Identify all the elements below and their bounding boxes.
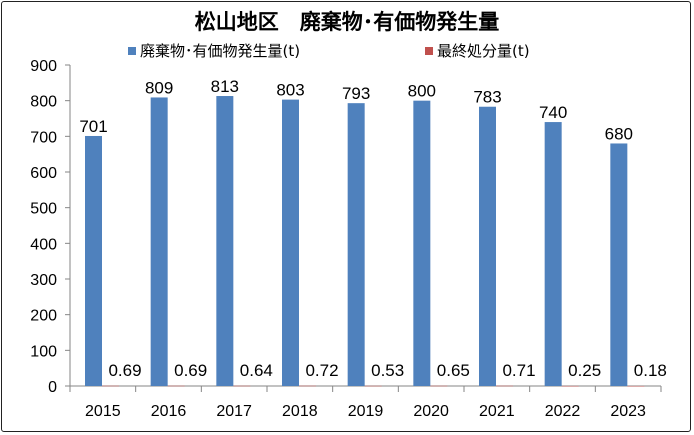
x-tick-label: 2020 — [413, 403, 449, 420]
y-tick-label: 400 — [30, 236, 57, 253]
bar-generation — [544, 122, 562, 387]
legend-item-disposal: 最終処分量(t) — [425, 40, 530, 61]
bar-disposal — [496, 385, 513, 387]
legend-item-generation: 廃棄物･有価物発生量(t) — [128, 40, 300, 61]
x-tick-label: 2018 — [282, 403, 318, 420]
data-label-generation: 813 — [211, 77, 239, 96]
data-label-generation: 680 — [605, 124, 633, 143]
bar-disposal — [233, 385, 251, 387]
legend: 廃棄物･有価物発生量(t) 最終処分量(t) — [0, 40, 694, 60]
bar-generation — [85, 135, 102, 386]
legend-swatch-generation — [128, 46, 136, 55]
y-tick-label: 200 — [30, 308, 57, 325]
data-label-generation: 783 — [473, 88, 501, 107]
legend-label-disposal: 最終処分量(t) — [437, 42, 530, 60]
data-label-generation: 803 — [276, 81, 304, 100]
data-label-generation: 740 — [539, 103, 567, 122]
y-tick-label: 700 — [30, 129, 57, 146]
y-tick-label: 100 — [30, 343, 57, 360]
bar-generation — [216, 96, 234, 386]
y-tick-label: 900 — [30, 58, 57, 75]
bar-disposal — [627, 385, 645, 387]
x-tick-label: 2017 — [216, 403, 252, 420]
y-tick-label: 500 — [30, 201, 57, 218]
x-tick-label: 2015 — [85, 403, 121, 420]
x-tick-label: 2016 — [151, 403, 187, 420]
data-label-disposal: 0.53 — [371, 361, 404, 380]
y-tick-label: 0 — [48, 379, 57, 396]
bar-generation — [347, 103, 365, 386]
data-label-disposal: 0.71 — [502, 361, 535, 380]
bar-generation — [150, 97, 168, 386]
data-label-generation: 701 — [79, 117, 107, 136]
bar-disposal — [299, 385, 316, 387]
chart-title: 松山地区 廃棄物･有価物発生量 — [194, 10, 500, 34]
legend-label-generation: 廃棄物･有価物発生量(t) — [140, 42, 301, 60]
x-tick-label: 2022 — [545, 403, 581, 420]
data-label-disposal: 0.72 — [305, 361, 338, 380]
y-tick-label: 300 — [30, 272, 57, 289]
y-tick-label: 600 — [30, 165, 57, 182]
bar-disposal — [561, 385, 579, 387]
bar-disposal — [364, 385, 382, 387]
data-label-disposal: 0.18 — [634, 361, 667, 380]
bar-disposal — [167, 385, 185, 387]
x-tick-label: 2023 — [610, 403, 646, 420]
bar-generation — [479, 106, 496, 386]
bar-generation — [282, 99, 299, 386]
data-label-generation: 800 — [408, 82, 436, 101]
data-label-disposal: 0.65 — [437, 361, 470, 380]
legend-swatch-disposal — [425, 46, 433, 55]
x-tick-label: 2019 — [348, 403, 384, 420]
data-label-disposal: 0.69 — [108, 361, 141, 380]
bar-generation — [413, 100, 431, 387]
data-label-disposal: 0.64 — [240, 361, 273, 380]
data-label-disposal: 0.69 — [174, 361, 207, 380]
data-label-generation: 793 — [342, 84, 370, 103]
y-tick-label: 800 — [30, 94, 57, 111]
data-label-generation: 809 — [145, 78, 173, 97]
bar-generation — [610, 143, 628, 386]
data-label-disposal: 0.25 — [568, 361, 601, 380]
bar-disposal — [102, 385, 119, 387]
bar-disposal — [430, 385, 448, 387]
x-tick-label: 2021 — [479, 403, 515, 420]
